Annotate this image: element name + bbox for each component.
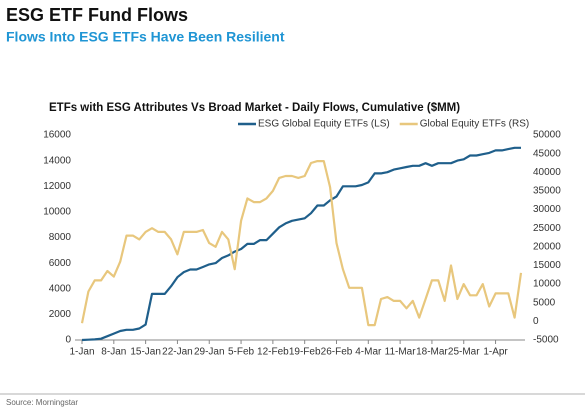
x-tick-label: 1-Apr [483, 347, 508, 358]
x-tick-label: 12-Feb [257, 347, 289, 358]
legend-label: ESG Global Equity ETFs (LS) [258, 119, 390, 130]
y2-tick-label: 40000 [533, 167, 561, 178]
page-title: ESG ETF Fund Flows [6, 5, 188, 25]
y-tick-label: 0 [65, 335, 71, 346]
y-tick-label: 16000 [43, 130, 71, 141]
x-tick-label: 26-Feb [321, 347, 353, 358]
y-tick-label: 10000 [43, 207, 71, 218]
y-tick-label: 12000 [43, 181, 71, 192]
legend-label: Global Equity ETFs (RS) [420, 119, 529, 130]
y-tick-label: 4000 [49, 283, 72, 294]
y2-tick-label: 50000 [533, 130, 561, 141]
x-tick-label: 25-Mar [448, 347, 480, 358]
chart-title: ETFs with ESG Attributes Vs Broad Market… [49, 102, 460, 114]
series-line [80, 160, 523, 327]
y-tick-label: 2000 [49, 309, 72, 320]
x-tick-label: 15-Jan [130, 347, 161, 358]
y2-tick-label: 0 [533, 316, 539, 327]
y2-tick-label: 15000 [533, 260, 561, 271]
source: Source: Morningstar [6, 398, 78, 407]
page-subtitle: Flows Into ESG ETFs Have Been Resilient [6, 29, 285, 45]
y-tick-label: 8000 [49, 232, 72, 243]
y2-tick-label: 45000 [533, 148, 561, 159]
y2-tick-label: -5000 [533, 335, 559, 346]
y-tick-label: 14000 [43, 155, 71, 166]
y2-tick-label: 10000 [533, 279, 561, 290]
series-line [81, 146, 521, 342]
y2-tick-label: 20000 [533, 241, 561, 252]
x-tick-label: 22-Jan [162, 347, 193, 358]
x-tick-label: 19-Feb [289, 347, 321, 358]
x-tick-label: 1-Jan [69, 347, 94, 358]
x-tick-label: 5-Feb [228, 347, 255, 358]
y2-tick-label: 30000 [533, 204, 561, 215]
x-tick-label: 18-Mar [416, 347, 448, 358]
y2-tick-label: 35000 [533, 186, 561, 197]
x-tick-label: 29-Jan [194, 347, 225, 358]
x-tick-label: 11-Mar [385, 347, 417, 358]
x-tick-label: 8-Jan [101, 347, 126, 358]
y2-tick-label: 25000 [533, 223, 561, 234]
x-tick-label: 4-Mar [355, 347, 382, 358]
y2-tick-label: 5000 [533, 297, 556, 308]
y-tick-label: 6000 [49, 258, 72, 269]
